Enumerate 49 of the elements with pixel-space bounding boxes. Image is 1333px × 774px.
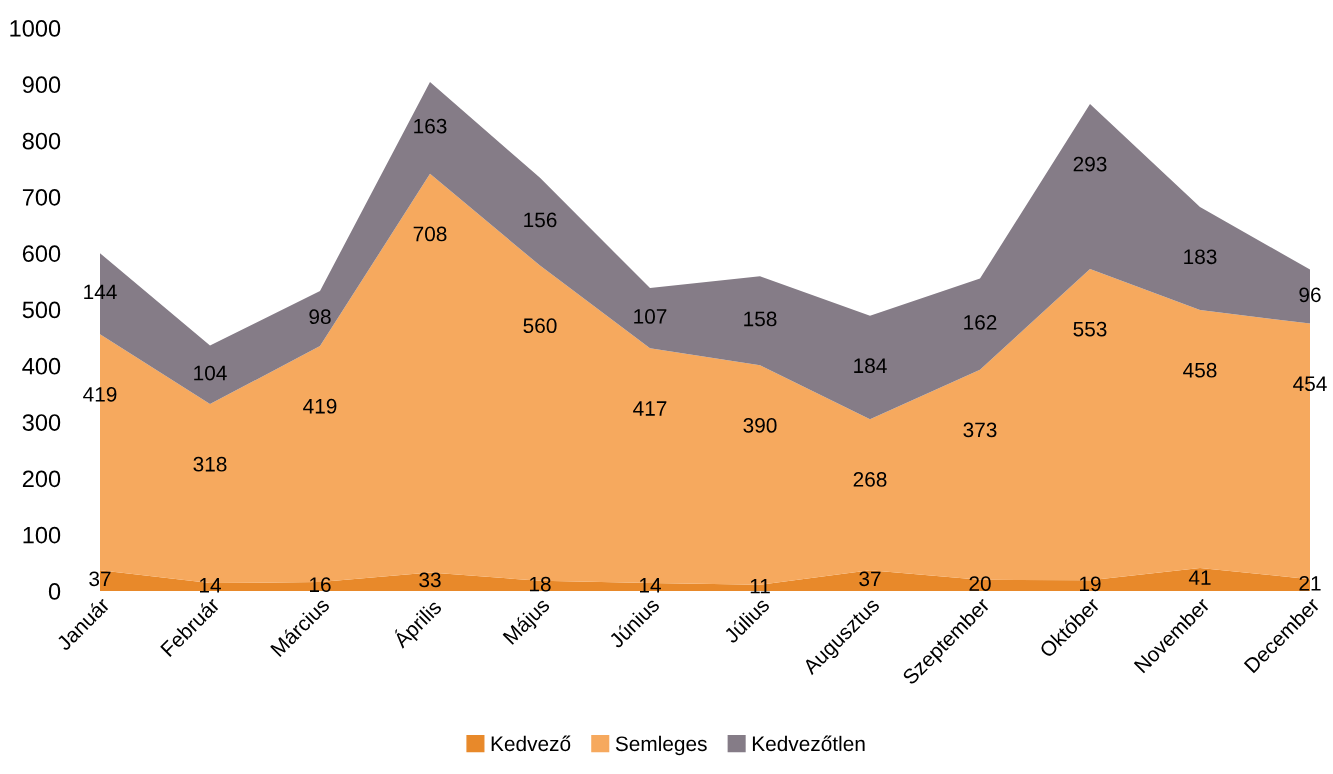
data-label: 184 [854, 358, 887, 374]
data-label: 454 [1293, 376, 1327, 392]
data-label: 21 [1299, 575, 1321, 591]
data-label: 419 [303, 398, 337, 414]
y-tick-label: 700 [22, 188, 61, 206]
data-label: 16 [310, 577, 331, 593]
data-label: 14 [640, 578, 661, 593]
legend-label: Kedvezőtlen [752, 735, 865, 752]
y-tick-label: 500 [22, 301, 61, 319]
data-label: 417 [633, 401, 667, 416]
data-label: 318 [193, 456, 227, 472]
data-label: 11 [750, 578, 770, 594]
y-tick-label: 600 [22, 245, 61, 262]
data-label: 268 [853, 472, 887, 487]
data-label: 560 [523, 318, 557, 334]
data-label: 14 [200, 578, 221, 593]
data-label: 158 [744, 311, 777, 327]
data-label: 37 [89, 571, 111, 587]
data-label: 41 [1188, 570, 1211, 585]
data-label: 708 [413, 226, 447, 242]
data-label: 96 [1299, 287, 1321, 303]
legend-label: Kedvező [491, 735, 571, 752]
legend-label: Semleges [615, 735, 707, 756]
y-tick-label: 800 [22, 132, 61, 150]
y-tick-label: 0 [48, 583, 61, 600]
y-tick-label: 400 [22, 357, 61, 375]
data-label: 373 [963, 422, 997, 438]
data-label: 33 [419, 572, 441, 588]
y-tick-label: 1000 [10, 20, 61, 37]
data-label: 162 [964, 314, 997, 330]
data-label: 107 [634, 309, 667, 324]
data-label: 390 [743, 418, 777, 433]
data-label: 163 [414, 118, 447, 134]
data-label: 156 [524, 212, 557, 228]
y-tick-label: 100 [23, 526, 61, 544]
y-tick-label: 200 [22, 470, 61, 488]
y-tick-label: 900 [22, 76, 61, 94]
data-label: 293 [1073, 156, 1107, 172]
y-tick-label: 300 [22, 414, 61, 431]
data-label: 419 [83, 387, 117, 402]
data-label: 98 [309, 309, 331, 325]
data-label: 18 [530, 576, 551, 592]
data-label: 183 [1184, 249, 1217, 265]
data-label: 20 [969, 576, 991, 591]
data-label: 37 [859, 571, 881, 587]
data-label: 553 [1073, 321, 1107, 337]
data-label: 104 [194, 365, 227, 381]
data-label: 19 [1080, 576, 1101, 592]
data-label: 458 [1183, 362, 1217, 378]
